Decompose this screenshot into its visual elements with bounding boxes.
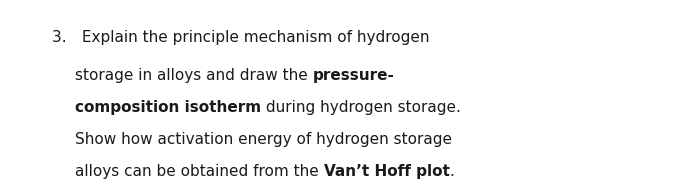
Text: during hydrogen storage.: during hydrogen storage. (261, 100, 461, 115)
Text: pressure-: pressure- (313, 68, 395, 83)
Text: Show how activation energy of hydrogen storage: Show how activation energy of hydrogen s… (75, 132, 452, 147)
Text: composition isotherm: composition isotherm (75, 100, 261, 115)
Text: .: . (449, 164, 454, 179)
Text: storage in alloys and draw the: storage in alloys and draw the (75, 68, 313, 83)
Text: alloys can be obtained from the: alloys can be obtained from the (75, 164, 323, 179)
Text: 3. Explain the principle mechanism of hydrogen: 3. Explain the principle mechanism of hy… (52, 30, 430, 45)
Text: Van’t Hoff plot: Van’t Hoff plot (323, 164, 449, 179)
